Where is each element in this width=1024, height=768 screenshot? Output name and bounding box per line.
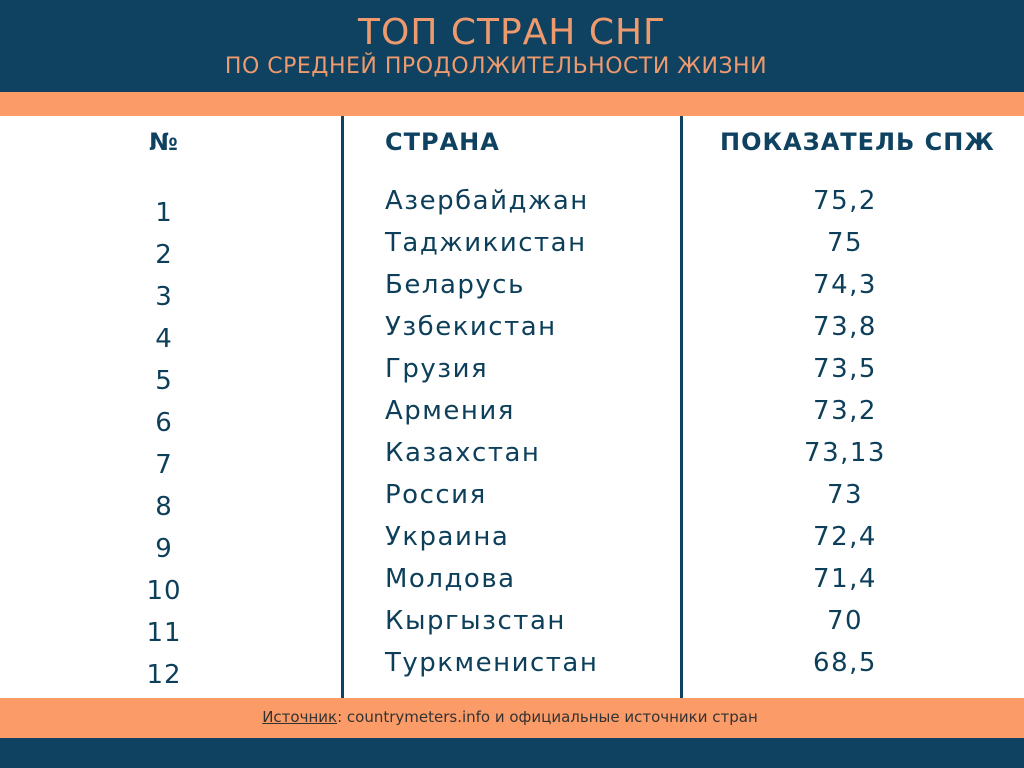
page-title: ТОП СТРАН СНГ bbox=[358, 12, 666, 53]
header-banner: ТОП СТРАН СНГ ПО СРЕДНЕЙ ПРОДОЛЖИТЕЛЬНОС… bbox=[0, 0, 1024, 92]
table-row-number: 12 bbox=[146, 660, 182, 690]
table-row-number: 4 bbox=[155, 324, 173, 354]
table-row-country: Азербайджан bbox=[385, 186, 589, 216]
table-row-number: 2 bbox=[155, 240, 173, 270]
column-divider-right bbox=[680, 116, 683, 700]
table-row-value: 73,13 bbox=[804, 438, 886, 468]
table-row-country: Туркменистан bbox=[385, 648, 599, 678]
table-row-number: 5 bbox=[155, 366, 173, 396]
table-row-number: 9 bbox=[155, 534, 173, 564]
table-row-country: Таджикистан bbox=[385, 228, 587, 258]
column-header-value: ПОКАЗАТЕЛЬ СПЖ bbox=[720, 128, 995, 156]
table-row-value: 73,8 bbox=[813, 312, 877, 342]
table-row-value: 73 bbox=[826, 480, 864, 510]
table-row-value: 74,3 bbox=[813, 270, 877, 300]
table-row-value: 68,5 bbox=[813, 648, 877, 678]
source-text: : countrymeters.info и официальные источ… bbox=[337, 708, 758, 726]
table-row-number: 7 bbox=[155, 450, 173, 480]
table-row-value: 71,4 bbox=[813, 564, 877, 594]
table-row-number: 6 bbox=[155, 408, 173, 438]
column-divider-left bbox=[341, 116, 344, 700]
column-header-country: СТРАНА bbox=[385, 128, 500, 156]
table-row-value: 73,2 bbox=[813, 396, 877, 426]
table-row-value: 75,2 bbox=[813, 186, 877, 216]
footer-bar bbox=[0, 738, 1024, 768]
table-row-value: 70 bbox=[826, 606, 864, 636]
table-row-value: 75 bbox=[826, 228, 864, 258]
table-row-country: Армения bbox=[385, 396, 515, 426]
table-row-country: Узбекистан bbox=[385, 312, 557, 342]
table-row-country: Молдова bbox=[385, 564, 516, 594]
table-row-country: Украина bbox=[385, 522, 510, 552]
table-row-number: 1 bbox=[155, 198, 173, 228]
top-accent-stripe bbox=[0, 92, 1024, 116]
table-row-country: Россия bbox=[385, 480, 487, 510]
table-row-value: 73,5 bbox=[813, 354, 877, 384]
page-subtitle: ПО СРЕДНЕЙ ПРОДОЛЖИТЕЛЬНОСТИ ЖИЗНИ bbox=[224, 54, 768, 79]
table-row-country: Казахстан bbox=[385, 438, 541, 468]
table-row-number: 10 bbox=[146, 576, 182, 606]
table-row-number: 3 bbox=[155, 282, 173, 312]
table-row-value: 72,4 bbox=[813, 522, 877, 552]
source-note: Источник: countrymeters.info и официальн… bbox=[0, 708, 1020, 726]
source-label[interactable]: Источник bbox=[262, 708, 338, 726]
table-row-number: 11 bbox=[146, 618, 182, 648]
table-row-country: Беларусь bbox=[385, 270, 525, 300]
column-header-number: № bbox=[149, 128, 179, 156]
table-row-number: 8 bbox=[155, 492, 173, 522]
table-row-country: Грузия bbox=[385, 354, 489, 384]
table-row-country: Кыргызстан bbox=[385, 606, 566, 636]
source-bar bbox=[0, 698, 1024, 738]
